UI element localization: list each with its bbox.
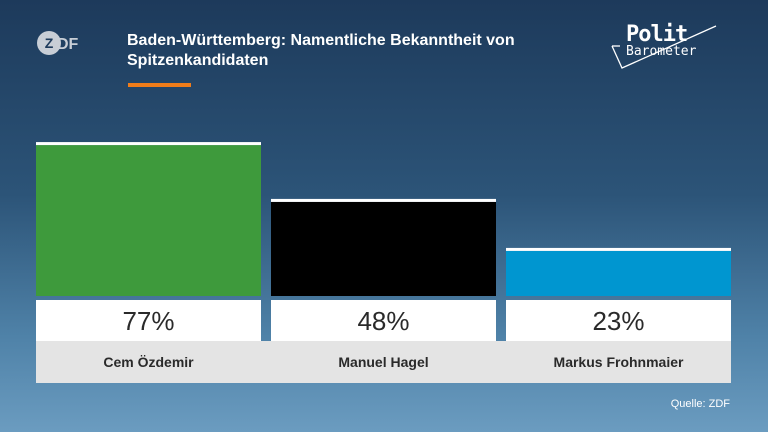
value-box — [506, 300, 731, 341]
bar — [506, 250, 731, 296]
category-label: Manuel Hagel — [338, 354, 428, 370]
bar — [271, 201, 496, 296]
category-box — [271, 341, 506, 383]
value-box — [36, 300, 261, 341]
bar-top-line — [36, 142, 261, 146]
zdf-logo: Z DF — [36, 30, 90, 56]
bar-top-line — [506, 247, 731, 251]
svg-text:DF: DF — [57, 36, 79, 53]
politbarometer-logo: Polit Barometer — [608, 22, 726, 72]
value-box — [271, 300, 496, 341]
category-label: Cem Özdemir — [103, 354, 194, 370]
value-label: 48% — [357, 306, 409, 336]
source-note: Quelle: ZDF — [670, 398, 730, 410]
category-label: Markus Frohnmaier — [554, 354, 684, 370]
bar-top-line — [271, 198, 496, 202]
category-box — [36, 341, 271, 383]
checkmark-icon — [611, 25, 717, 69]
logo-line1: Polit — [626, 22, 688, 47]
title-accent-line — [128, 83, 191, 87]
zdf-logo-icon: Z DF — [37, 31, 79, 55]
chart-title: Baden-Württemberg: Namentliche Bekannthe… — [127, 32, 515, 69]
bar — [36, 145, 261, 296]
value-label: 77% — [122, 306, 174, 336]
logo-line2: Barometer — [626, 44, 697, 59]
svg-text:Z: Z — [45, 35, 54, 51]
category-box — [506, 341, 731, 383]
value-label: 23% — [592, 306, 644, 336]
